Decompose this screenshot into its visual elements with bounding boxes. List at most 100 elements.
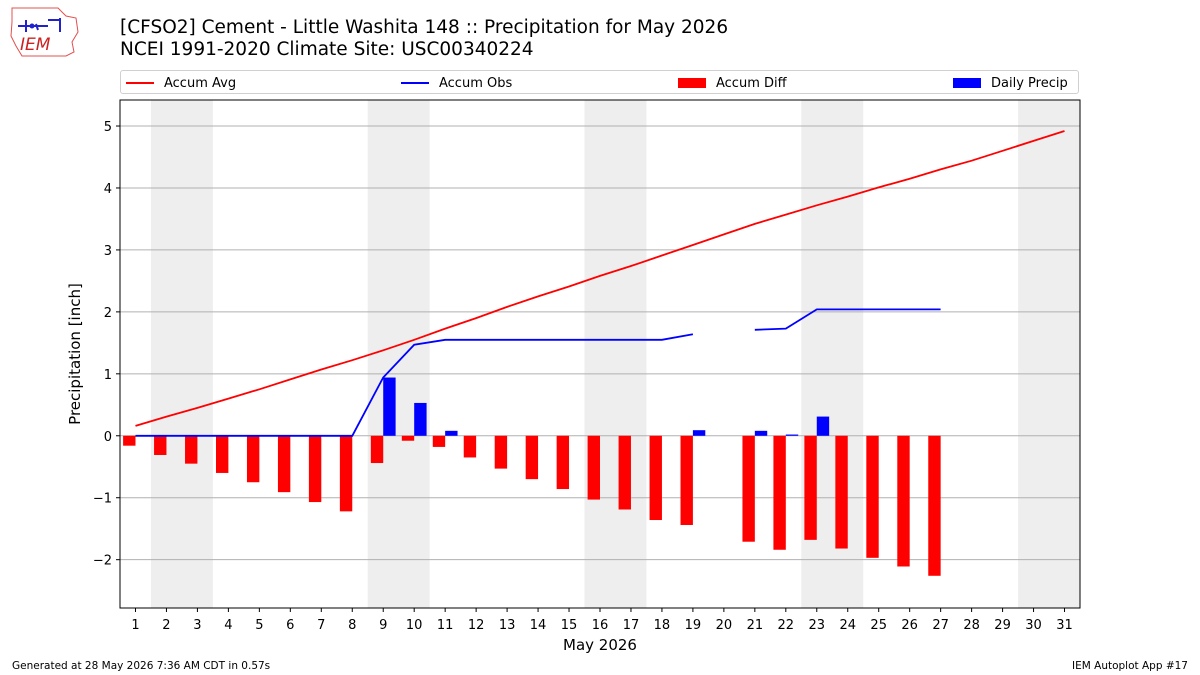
x-tick-label: 14 [530, 618, 547, 633]
y-tick-label: 4 [104, 182, 112, 197]
y-axis-label: Precipitation [inch] [66, 283, 84, 425]
daily-precip-bar-day-21 [754, 430, 768, 436]
chart-legend: Accum Avg Accum Obs Accum Diff Daily Pre… [120, 70, 1079, 94]
accum-diff-bar-day-26 [897, 435, 910, 567]
accum-diff-bar-day-7 [308, 435, 322, 503]
x-axis-label: May 2026 [563, 636, 637, 654]
x-tick-label: 12 [468, 618, 485, 633]
accum-diff-bar-day-24 [835, 435, 848, 549]
title-line-1: [CFSO2] Cement - Little Washita 148 :: P… [120, 17, 729, 38]
x-tick-label: 19 [685, 618, 702, 633]
weekend-shade-4 [1018, 100, 1080, 608]
x-tick-label: 18 [654, 618, 671, 633]
daily-precip-bar-day-19 [692, 430, 706, 436]
x-tick-label: 6 [286, 618, 294, 633]
accum-diff-bar-day-10 [401, 435, 415, 441]
accum-diff-bar-day-8 [339, 435, 353, 512]
x-tick-label: 15 [561, 618, 578, 633]
legend-swatch-accum-obs [401, 82, 429, 84]
footer-app: IEM Autoplot App #17 [1072, 660, 1188, 672]
accum-avg-line-0 [135, 130, 1065, 427]
chart-title: [CFSO2] Cement - Little Washita 148 :: P… [120, 17, 728, 61]
svg-text:IEM: IEM [20, 35, 51, 55]
accum-diff-bar-day-18 [649, 435, 662, 521]
accum-diff-bar-day-16 [587, 435, 600, 500]
legend-label-accum-diff: Accum Diff [716, 75, 787, 91]
x-tick-label: 8 [348, 618, 356, 633]
x-tick-label: 30 [1025, 618, 1042, 633]
daily-precip-bar-day-22 [785, 434, 799, 436]
accum-diff-bar-day-19 [680, 435, 693, 525]
iem-logo: IEM [8, 6, 80, 58]
legend-label-accum-obs: Accum Obs [439, 75, 513, 91]
accum-diff-bar-day-25 [866, 435, 879, 558]
x-tick-label: 11 [437, 618, 454, 633]
x-tick-label: 27 [932, 618, 949, 633]
x-tick-label: 3 [193, 618, 201, 633]
accum-diff-bar-day-6 [277, 435, 291, 493]
accum-obs-line-0 [135, 333, 694, 437]
accum-diff-bar-day-4 [216, 435, 229, 473]
x-tick-label: 26 [901, 618, 918, 633]
y-tick-label: 2 [104, 306, 112, 321]
weekend-shade-2 [584, 100, 647, 608]
x-tick-label: 31 [1056, 618, 1073, 633]
legend-swatch-daily-precip [953, 78, 981, 88]
accum-diff-bar-day-23 [804, 435, 817, 540]
legend-item-daily-precip: Daily Precip [953, 74, 1068, 92]
x-tick-label: 23 [809, 618, 826, 633]
plot-frame [119, 99, 1081, 609]
y-tick-label: 5 [104, 120, 112, 135]
x-tick-label: 24 [839, 618, 856, 633]
y-tick-label: −1 [93, 492, 112, 507]
accum-diff-bar-day-1 [123, 435, 136, 446]
daily-precip-bar-day-10 [414, 402, 427, 436]
y-tick-label: 3 [104, 244, 112, 259]
x-tick-label: 2 [162, 618, 170, 633]
accum-diff-bar-day-12 [463, 435, 477, 458]
accum-diff-bar-day-14 [525, 435, 539, 480]
x-tick-label: 13 [499, 618, 516, 633]
accum-diff-bar-day-21 [742, 435, 755, 542]
accum-diff-bar-day-3 [185, 435, 198, 464]
footer-generated: Generated at 28 May 2026 7:36 AM CDT in … [12, 660, 271, 672]
x-tick-label: 17 [623, 618, 640, 633]
accum-diff-bar-day-17 [618, 435, 631, 510]
x-tick-label: 4 [224, 618, 232, 633]
x-tick-label: 29 [994, 618, 1011, 633]
legend-swatch-accum-diff [678, 78, 706, 88]
legend-swatch-accum-avg [126, 82, 154, 84]
legend-label-accum-avg: Accum Avg [164, 75, 237, 91]
weekend-shade-0 [150, 100, 213, 608]
accum-diff-bar-day-11 [432, 435, 446, 447]
weekend-shade-1 [367, 100, 430, 608]
accum-diff-bar-day-9 [370, 435, 384, 464]
daily-precip-bar-day-9 [383, 377, 396, 436]
accum-obs-line-1 [754, 308, 941, 331]
y-tick-label: 1 [104, 368, 112, 383]
legend-item-accum-obs: Accum Obs [401, 74, 512, 92]
daily-precip-bar-day-23 [816, 416, 830, 436]
y-tick-label: 0 [104, 430, 112, 445]
legend-item-accum-avg: Accum Avg [126, 74, 236, 92]
x-tick-label: 25 [870, 618, 887, 633]
accum-diff-bar-day-27 [928, 435, 941, 576]
x-tick-label: 9 [379, 618, 387, 633]
x-tick-label: 16 [592, 618, 609, 633]
accum-diff-bar-day-5 [246, 435, 260, 483]
legend-item-accum-diff: Accum Diff [678, 74, 787, 92]
x-tick-label: 7 [317, 618, 325, 633]
x-tick-label: 5 [255, 618, 263, 633]
accum-diff-bar-day-22 [773, 435, 786, 550]
title-line-2: NCEI 1991-2020 Climate Site: USC00340224 [120, 39, 534, 60]
accum-diff-bar-day-15 [556, 435, 570, 490]
x-tick-label: 20 [716, 618, 733, 633]
legend-label-daily-precip: Daily Precip [991, 75, 1068, 91]
x-tick-label: 22 [778, 618, 795, 633]
accum-diff-bar-day-2 [154, 435, 167, 455]
x-tick-label: 10 [406, 618, 423, 633]
x-tick-label: 21 [747, 618, 764, 633]
y-tick-label: −2 [93, 554, 112, 569]
x-tick-label: 28 [963, 618, 980, 633]
